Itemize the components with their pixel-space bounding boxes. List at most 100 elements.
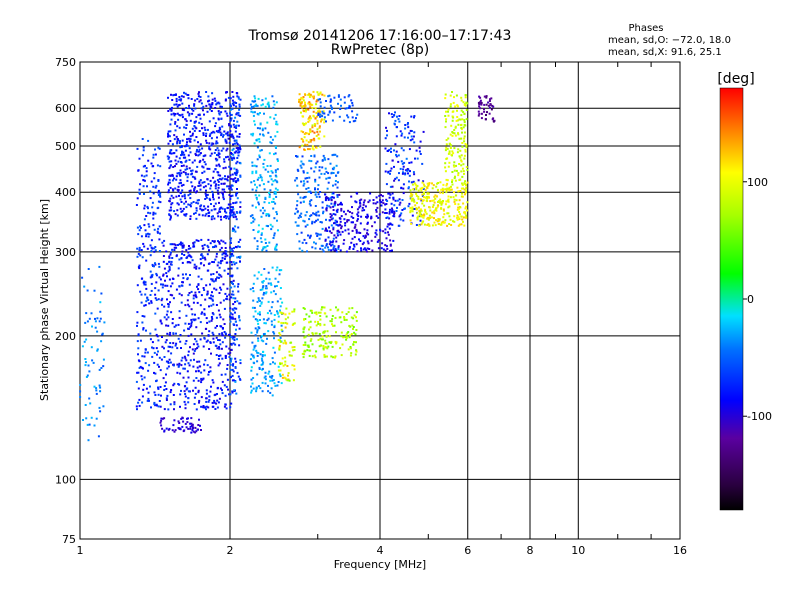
data-point	[311, 355, 314, 358]
data-point	[154, 263, 157, 266]
data-point	[363, 209, 366, 212]
data-point	[272, 237, 275, 239]
data-point	[416, 185, 419, 188]
data-point	[232, 147, 235, 150]
data-point	[150, 300, 153, 303]
data-point	[167, 142, 170, 145]
data-point	[205, 189, 207, 192]
data-point	[229, 108, 232, 111]
data-point	[149, 294, 152, 296]
data-point	[271, 200, 273, 203]
data-point	[410, 199, 413, 202]
data-point	[319, 247, 322, 250]
data-point	[456, 186, 459, 189]
data-point	[160, 358, 163, 361]
data-point	[223, 208, 226, 211]
data-point	[231, 209, 234, 212]
data-point	[453, 177, 456, 180]
data-point	[252, 354, 255, 357]
data-point	[220, 288, 223, 291]
data-point	[275, 245, 278, 248]
data-point	[313, 95, 315, 98]
data-point	[163, 305, 166, 308]
data-point	[315, 219, 318, 222]
data-point	[393, 204, 396, 207]
data-point	[340, 104, 342, 107]
data-point	[229, 103, 232, 106]
data-point	[348, 324, 351, 327]
data-point	[175, 178, 178, 181]
data-point	[282, 364, 285, 367]
data-point	[376, 240, 379, 243]
data-point	[176, 363, 179, 366]
data-point	[302, 96, 305, 99]
data-point	[173, 249, 176, 251]
data-point	[173, 408, 175, 411]
data-point	[305, 242, 308, 245]
data-point	[368, 199, 371, 202]
data-point	[231, 149, 234, 152]
data-point	[444, 149, 447, 152]
data-point	[219, 274, 222, 277]
data-point	[184, 403, 187, 406]
data-point	[478, 112, 481, 115]
data-point	[317, 320, 319, 323]
data-point	[268, 152, 271, 155]
data-point	[351, 110, 354, 113]
data-point	[195, 370, 197, 373]
data-point	[380, 247, 383, 250]
data-point	[451, 115, 454, 118]
data-point	[271, 183, 274, 186]
data-point	[346, 332, 349, 335]
data-point	[359, 202, 362, 205]
data-point	[174, 213, 177, 216]
data-point	[352, 326, 355, 328]
data-point	[232, 303, 235, 306]
data-point	[411, 210, 414, 213]
data-point	[262, 133, 264, 136]
data-point	[231, 107, 234, 110]
data-point	[143, 179, 146, 182]
data-point	[418, 224, 421, 227]
data-point	[253, 120, 256, 123]
data-point	[435, 207, 437, 210]
data-point	[356, 208, 359, 211]
data-point	[174, 113, 177, 115]
colorbar	[719, 87, 744, 511]
data-point	[237, 97, 240, 100]
data-point	[301, 122, 304, 125]
data-point	[196, 428, 199, 431]
data-point	[273, 318, 276, 321]
y-tick-label: 400	[55, 186, 76, 199]
data-point	[415, 188, 418, 191]
data-point	[273, 332, 276, 335]
data-point	[408, 174, 411, 177]
data-point	[167, 360, 170, 363]
data-point	[95, 417, 98, 420]
data-point	[281, 312, 283, 315]
data-point	[270, 170, 273, 173]
data-point	[177, 190, 180, 193]
data-point	[135, 405, 138, 408]
data-point	[208, 99, 211, 102]
data-point	[325, 170, 328, 173]
data-point	[250, 133, 253, 136]
data-point	[278, 269, 281, 272]
data-point	[313, 354, 316, 357]
data-point	[179, 174, 182, 177]
data-point	[81, 276, 84, 279]
data-point	[188, 140, 191, 143]
data-point	[85, 417, 88, 420]
data-point	[334, 356, 336, 359]
data-point	[311, 311, 314, 314]
data-point	[236, 211, 239, 214]
data-point	[190, 422, 193, 425]
data-point	[142, 281, 145, 284]
data-point	[226, 215, 229, 218]
data-point	[344, 213, 347, 216]
data-point	[325, 335, 328, 338]
data-point	[201, 181, 204, 184]
data-point	[402, 183, 405, 186]
data-point	[185, 173, 187, 176]
data-point	[485, 103, 488, 106]
